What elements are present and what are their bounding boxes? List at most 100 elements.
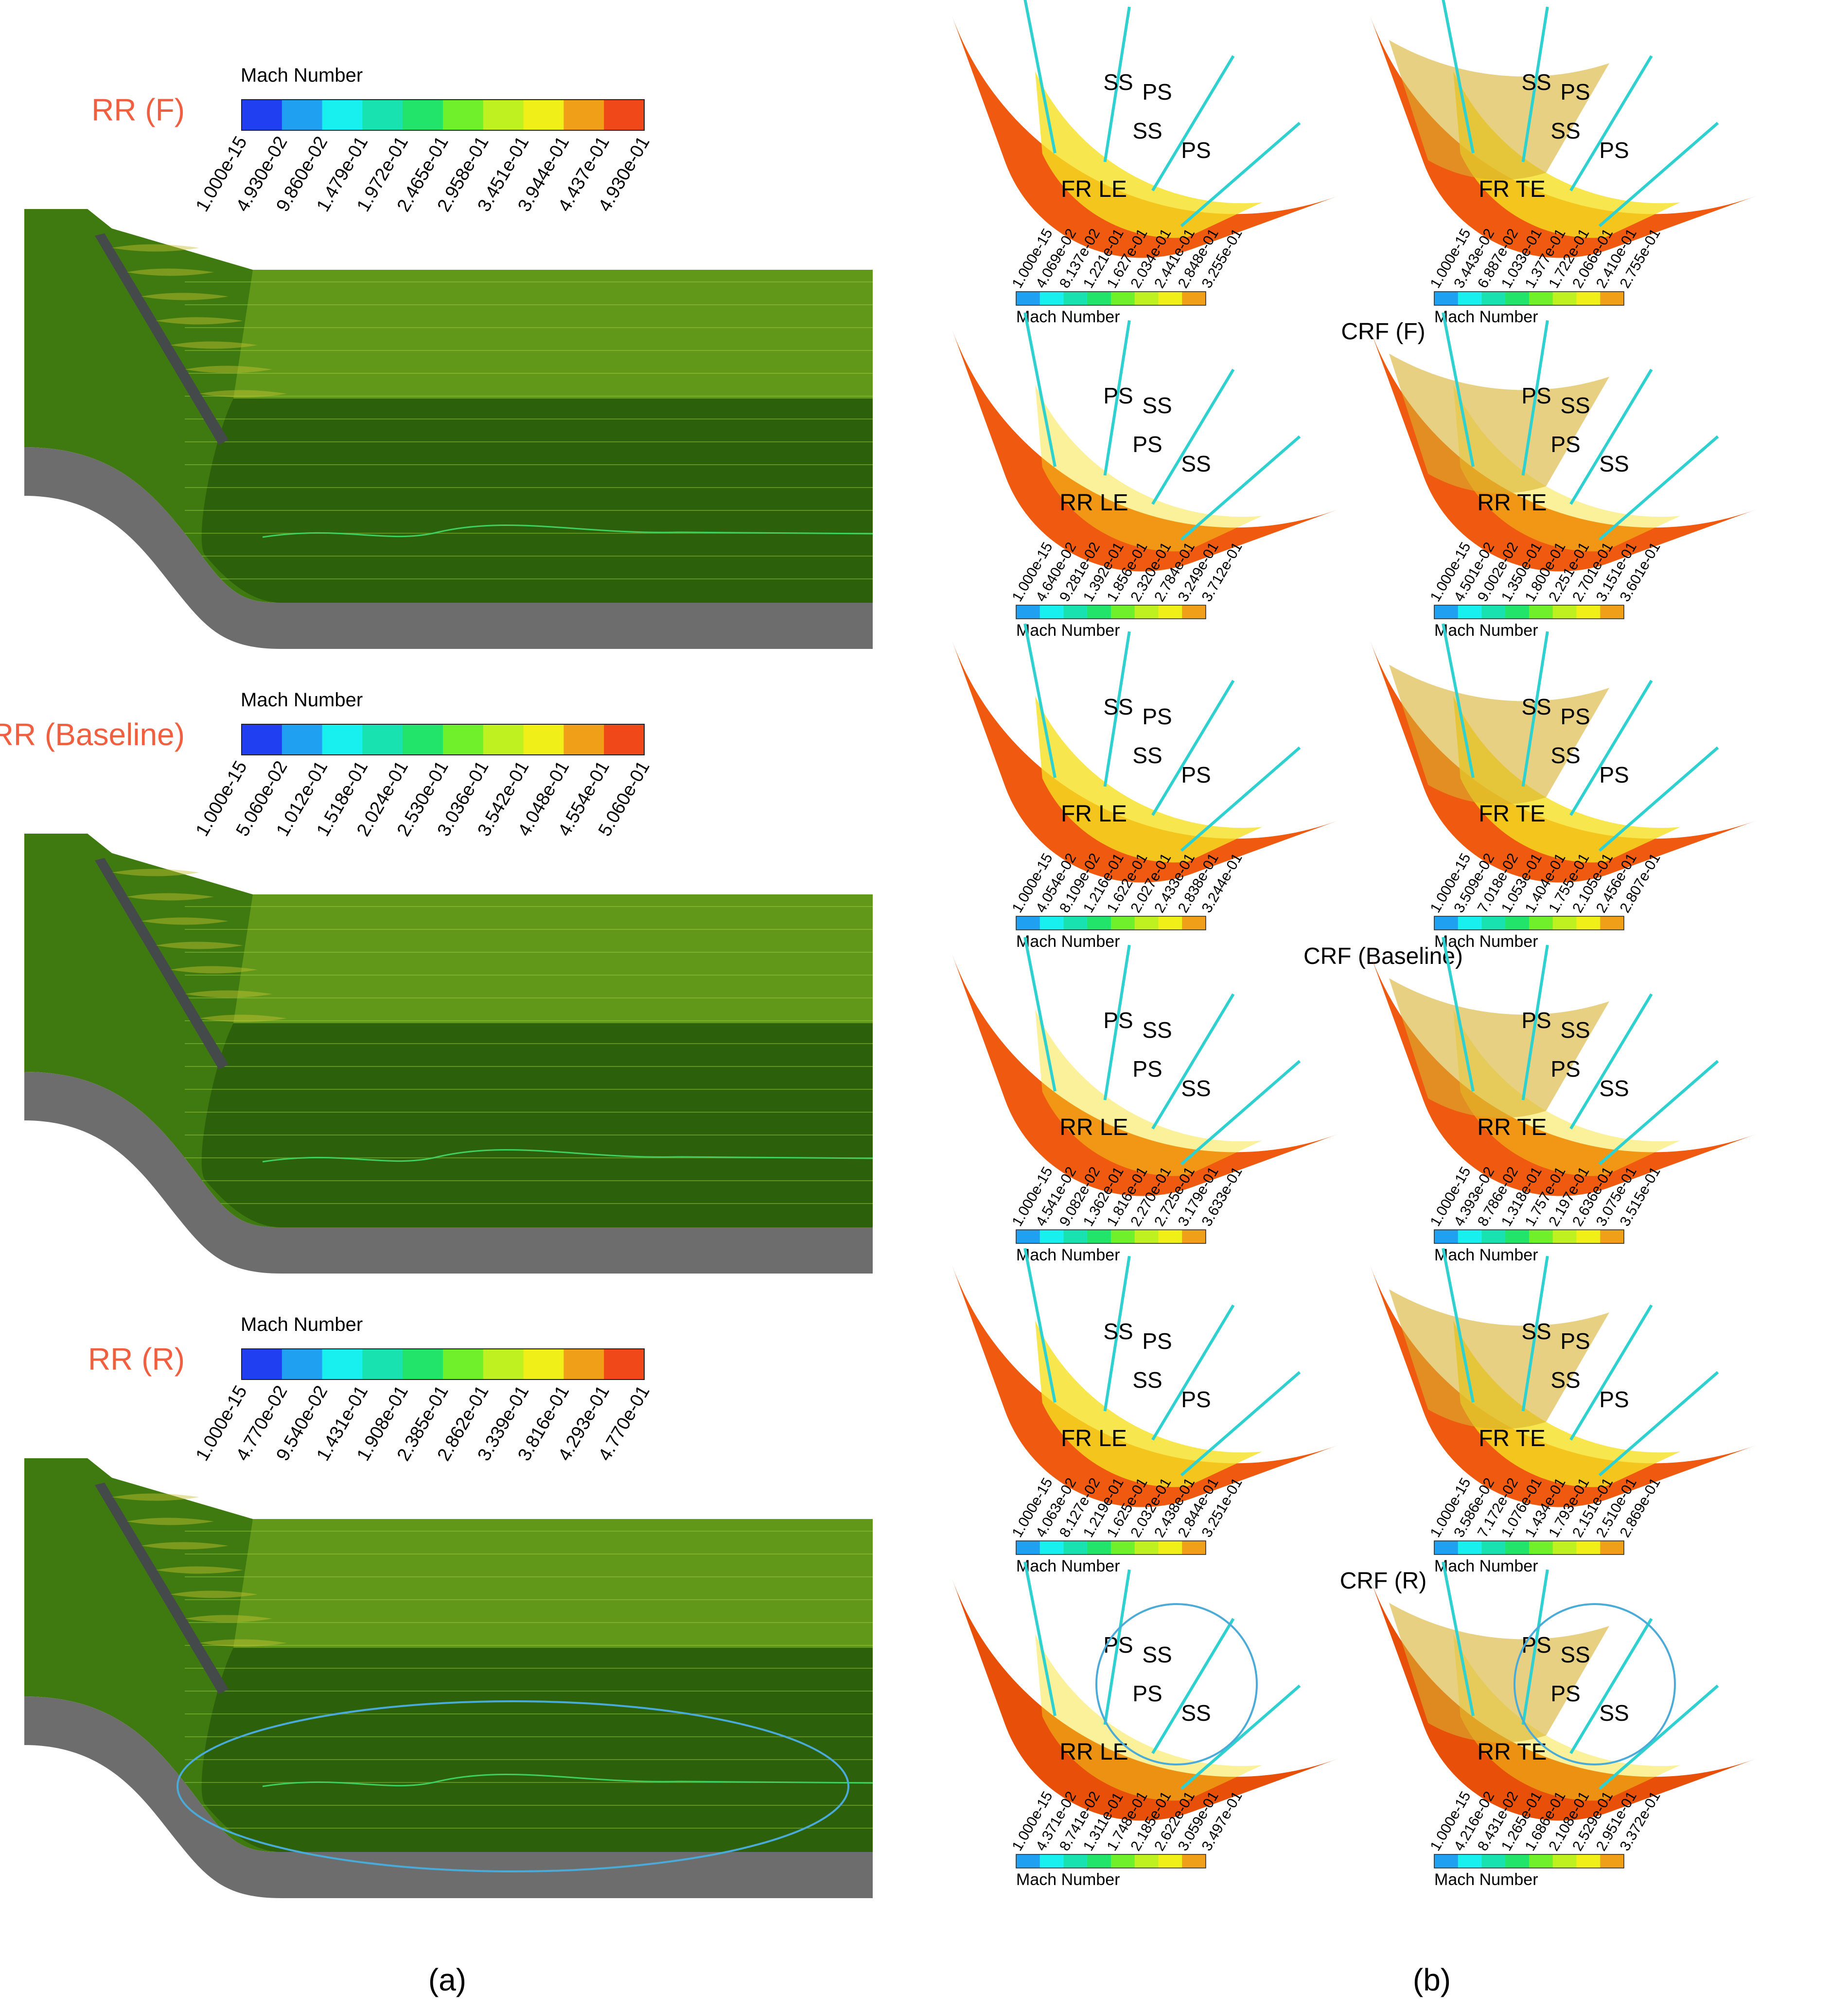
wake-lobe (156, 1566, 243, 1574)
surface-label: PS (1550, 1681, 1580, 1706)
legend-swatch (1158, 1854, 1182, 1868)
legend-title: Mach Number (1016, 621, 1120, 640)
legend-swatch (443, 100, 484, 130)
legend-swatch (1458, 292, 1482, 305)
surface-label: SS (1181, 1076, 1211, 1101)
sector-field (1370, 954, 1757, 1196)
surface-label: PS (1142, 79, 1172, 105)
legend-swatch (1134, 1541, 1159, 1554)
legend-title: Mach Number (1434, 1870, 1538, 1889)
surface-label: PS (1142, 1328, 1172, 1354)
legend-swatch (403, 1349, 443, 1379)
legend-swatch (242, 100, 282, 130)
legend-swatch (362, 724, 403, 755)
legend-swatch (563, 724, 604, 755)
flow-lower-band (201, 399, 873, 603)
blade-trace (1442, 312, 1475, 467)
legend-swatch (1600, 1230, 1624, 1243)
legend-swatch (1039, 916, 1064, 930)
blade-trace (1598, 1684, 1719, 1790)
blade-trace (1569, 680, 1653, 816)
legend-swatch (282, 100, 323, 130)
legend-swatch (282, 1349, 323, 1379)
sector-low-speed-region (1035, 1320, 1262, 1487)
wake-lobe (199, 1014, 287, 1022)
surface-label: PS (1550, 1056, 1580, 1082)
legend-swatch (1458, 1230, 1482, 1243)
sector-low-speed-region (1453, 1009, 1680, 1176)
wake-lobe (112, 244, 199, 252)
blade-trace (1598, 1371, 1719, 1477)
view-name: FR LE (1061, 176, 1127, 202)
surface-label: PS (1132, 1056, 1162, 1082)
sector-mid-region (1389, 978, 1609, 1118)
sector-low-speed-region (1035, 1009, 1262, 1176)
blade-trace (1521, 1256, 1549, 1412)
sector-low-speed-region (1453, 384, 1680, 552)
sector-low-speed-region (1035, 71, 1262, 238)
surface-label: SS (1599, 1076, 1629, 1101)
wake-lobe (170, 966, 258, 974)
legend-swatch (1505, 605, 1530, 619)
sector-field (1370, 1265, 1757, 1507)
legend-swatch (322, 724, 363, 755)
sector-low-speed-region (1453, 696, 1680, 863)
legend-swatch (1481, 1854, 1506, 1868)
surface-label: SS (1599, 451, 1629, 476)
surface-label: PS (1560, 704, 1590, 729)
blade-trace (1151, 993, 1235, 1130)
legend-swatch (483, 724, 524, 755)
caption-a: (a) (428, 1962, 466, 1997)
legend-swatch (1063, 292, 1088, 305)
surface-label: SS (1181, 451, 1211, 476)
wake-lobe (185, 1615, 272, 1623)
view-name: RR LE (1059, 1115, 1128, 1140)
legend-swatch (1481, 605, 1506, 619)
legend-swatch (1576, 1230, 1601, 1243)
legend-title: Mach Number (1434, 1246, 1538, 1264)
blade-trace (1569, 368, 1653, 505)
sector-low-speed-region (1035, 384, 1262, 552)
legend-swatch (1063, 1230, 1088, 1243)
surface-label: SS (1132, 1367, 1162, 1393)
legend-swatch (362, 1349, 403, 1379)
colormap-legend: 1.000e-153.443e-026.887e-021.033e-011.37… (1427, 226, 1663, 326)
legend-title: Mach Number (1434, 621, 1538, 640)
legend-swatch (1016, 292, 1040, 305)
surface-label: SS (1142, 393, 1172, 418)
legend-frame (1016, 1540, 1206, 1555)
legend-swatch (1111, 292, 1135, 305)
blade-trace (1598, 122, 1719, 227)
legend-swatch (1576, 916, 1601, 930)
wake-lobe (126, 268, 214, 276)
surface-label: SS (1550, 743, 1580, 768)
legend-swatch (1529, 292, 1553, 305)
legend-swatch (1182, 1230, 1206, 1243)
legend-swatch (1039, 1230, 1064, 1243)
view-name: RR LE (1059, 490, 1128, 516)
legend-swatch (1087, 1854, 1111, 1868)
legend-swatch (1434, 1230, 1459, 1243)
legend-swatch (282, 724, 323, 755)
wake-lobe (199, 1639, 287, 1647)
blade-trace (1180, 1371, 1301, 1477)
sector-field (951, 329, 1338, 572)
legend-swatch (1529, 1230, 1553, 1243)
colormap-legend: Mach Number1.000e-155.060e-021.012e-011.… (192, 689, 654, 840)
wake-lobe (141, 917, 229, 925)
surface-label: SS (1132, 118, 1162, 143)
surface-label: PS (1560, 79, 1590, 105)
legend-frame (1434, 1540, 1624, 1555)
hub (24, 1696, 873, 1898)
blade-trace (1151, 680, 1235, 816)
view-name: FR TE (1478, 176, 1546, 202)
legend-swatch (1087, 916, 1111, 930)
surface-label: PS (1132, 1681, 1162, 1706)
